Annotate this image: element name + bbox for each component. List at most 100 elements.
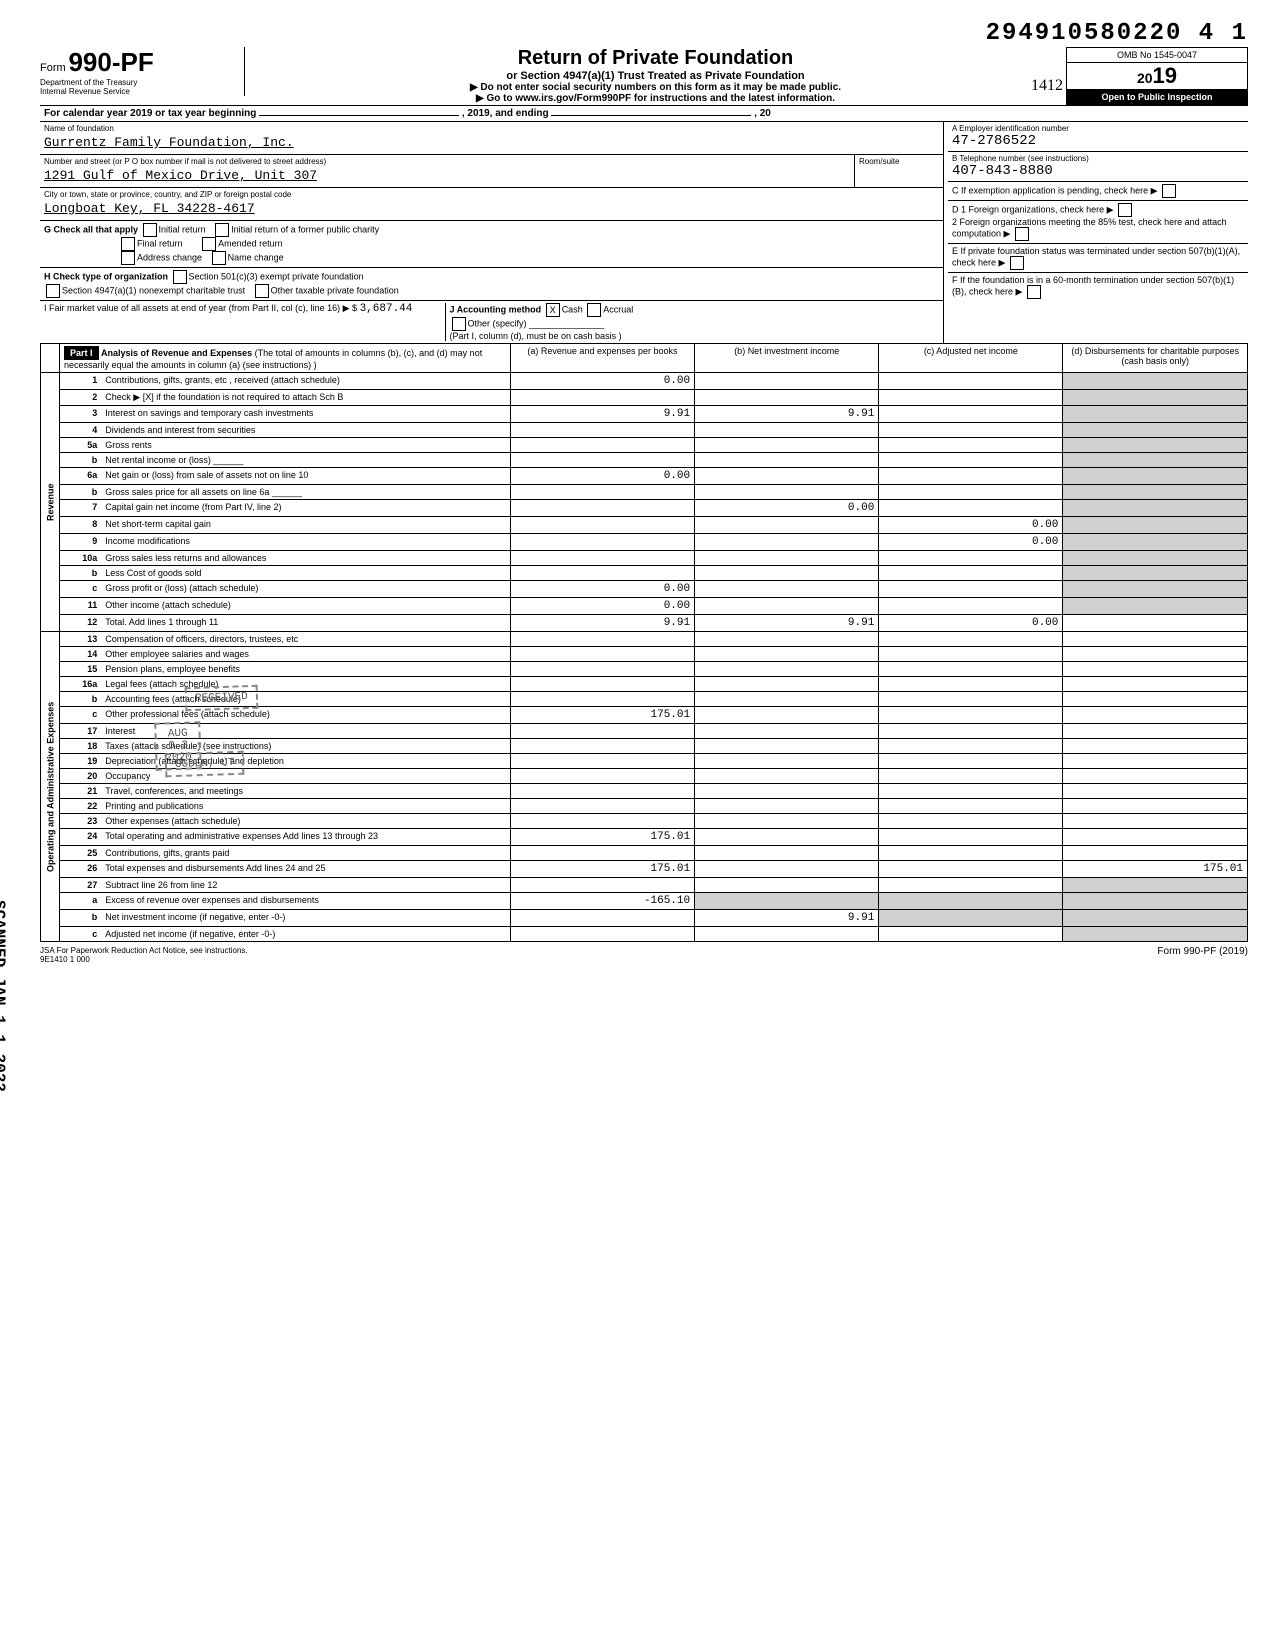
row-desc: Other expenses (attach schedule) (101, 814, 510, 829)
cell-c: 0.00 (1032, 519, 1058, 531)
row-num: 2 (60, 390, 102, 406)
row-num: b (60, 566, 102, 581)
row-desc: Subtract line 26 from line 12 (101, 878, 510, 893)
footer-form-ref: Form 990-PF (2019) (1157, 946, 1248, 964)
checkbox-amended[interactable] (202, 237, 216, 251)
section-c: C If exemption application is pending, c… (948, 181, 1248, 200)
row-num: 27 (60, 878, 102, 893)
row-num: a (60, 893, 102, 910)
checkbox-initial[interactable] (143, 223, 157, 237)
omb-number: OMB No 1545-0047 (1067, 48, 1247, 63)
section-h: H Check type of organization Section 501… (40, 267, 943, 300)
arrow-line-1: ▶ Do not enter social security numbers o… (245, 82, 1066, 93)
row-num: 14 (60, 647, 102, 662)
table-row: bNet investment income (if negative, ent… (41, 910, 1248, 927)
row-num: 16a (60, 677, 102, 692)
row-num: 24 (60, 829, 102, 846)
row-desc: Net gain or (loss) from sale of assets n… (101, 468, 510, 485)
name-label: Name of foundation (44, 124, 939, 133)
row-desc: Gross sales price for all assets on line… (101, 485, 510, 500)
row-desc: InterestAUG 0 3 2020 (101, 724, 510, 739)
row-num: 25 (60, 846, 102, 861)
city-label: City or town, state or province, country… (44, 190, 939, 199)
handwritten-note: 1412 (1031, 77, 1063, 95)
section-ij: I Fair market value of all assets at end… (40, 300, 943, 343)
table-row: 17InterestAUG 0 3 2020 (41, 724, 1248, 739)
row-desc: Contributions, gifts, grants paid (101, 846, 510, 861)
footer-paperwork: JSA For Paperwork Reduction Act Notice, … (40, 946, 248, 955)
table-row: 26Total expenses and disbursements Add l… (41, 861, 1248, 878)
arrow-line-2: ▶ Go to www.irs.gov/Form990PF for instru… (245, 93, 1066, 104)
row-num: b (60, 910, 102, 927)
table-row: cGross profit or (loss) (attach schedule… (41, 581, 1248, 598)
checkbox-accrual[interactable] (587, 303, 601, 317)
cell-a: 9.91 (664, 408, 690, 420)
checkbox-d1[interactable] (1118, 203, 1132, 217)
table-row: aExcess of revenue over expenses and dis… (41, 893, 1248, 910)
cell-c: 0.00 (1032, 536, 1058, 548)
row-num: 4 (60, 423, 102, 438)
table-row: 3Interest on savings and temporary cash … (41, 406, 1248, 423)
ein-value: 47-2786522 (952, 133, 1244, 149)
row-num: 11 (60, 598, 102, 615)
row-desc: Travel, conferences, and meetings (101, 784, 510, 799)
revenue-side-label: Revenue (41, 373, 60, 632)
table-row: 2Check ▶ [X] if the foundation is not re… (41, 390, 1248, 406)
checkbox-e[interactable] (1010, 256, 1024, 270)
cell-b: 0.00 (848, 502, 874, 514)
checkbox-d2[interactable] (1015, 227, 1029, 241)
checkbox-other-tax[interactable] (255, 284, 269, 298)
row-desc: Net rental income or (loss) ______ (101, 453, 510, 468)
form-label: Form (40, 62, 66, 74)
table-row: 21Travel, conferences, and meetings (41, 784, 1248, 799)
table-row: bAccounting fees (attach schedule)RECEIV… (41, 692, 1248, 707)
table-row: 8Net short-term capital gain0.00 (41, 517, 1248, 534)
col-b-header: (b) Net investment income (695, 344, 879, 373)
part1-title: Analysis of Revenue and Expenses (101, 348, 252, 358)
row-desc: Dividends and interest from securities (101, 423, 510, 438)
checkbox-name[interactable] (212, 251, 226, 265)
section-g: G Check all that apply Initial return In… (40, 220, 943, 267)
foundation-name: Gurrentz Family Foundation, Inc. (44, 133, 939, 152)
row-num: b (60, 485, 102, 500)
row-num: 19 (60, 754, 102, 769)
received-stamp: RECEIVED (185, 685, 259, 712)
checkbox-cash[interactable]: X (546, 303, 560, 317)
row-desc: Net investment income (if negative, ente… (101, 910, 510, 927)
row-desc: Printing and publications (101, 799, 510, 814)
city-state-zip: Longboat Key, FL 34228-4617 (44, 199, 939, 218)
row-desc: Total operating and administrative expen… (101, 829, 510, 846)
checkbox-initial-former[interactable] (215, 223, 229, 237)
cell-a: 9.91 (664, 617, 690, 629)
row-num: 18 (60, 739, 102, 754)
table-row: 15Pension plans, employee benefits (41, 662, 1248, 677)
table-row: 23Other expenses (attach schedule) (41, 814, 1248, 829)
checkbox-final[interactable] (121, 237, 135, 251)
table-row: 14Other employee salaries and wages (41, 647, 1248, 662)
row-desc: Capital gain net income (from Part IV, l… (101, 500, 510, 517)
cell-b: 9.91 (848, 408, 874, 420)
row-desc: Less Cost of goods sold (101, 566, 510, 581)
table-row: 7Capital gain net income (from Part IV, … (41, 500, 1248, 517)
checkbox-f[interactable] (1027, 285, 1041, 299)
checkbox-501c3[interactable] (173, 270, 187, 284)
row-desc: Net short-term capital gain (101, 517, 510, 534)
checkbox-other-method[interactable] (452, 317, 466, 331)
cell-a: -165.10 (644, 895, 690, 907)
checkbox-c[interactable] (1162, 184, 1176, 198)
dln-number: 294910580220 4 1 (40, 20, 1248, 47)
footer-code: 9E1410 1 000 (40, 955, 90, 964)
checkbox-4947[interactable] (46, 284, 60, 298)
cell-c: 0.00 (1032, 617, 1058, 629)
checkbox-address[interactable] (121, 251, 135, 265)
table-row: 6aNet gain or (loss) from sale of assets… (41, 468, 1248, 485)
location-stamp: OGDEN, UT (165, 751, 245, 778)
row-desc: Other income (attach schedule) (101, 598, 510, 615)
row-num: 21 (60, 784, 102, 799)
row-num: b (60, 453, 102, 468)
col-c-header: (c) Adjusted net income (879, 344, 1063, 373)
row-desc: Other professional fees (attach schedule… (101, 707, 510, 724)
scanned-stamp: SCANNED JAN 1 1 2022 (0, 900, 8, 1092)
dept-irs: Internal Revenue Service (40, 87, 240, 96)
row-desc: Gross profit or (loss) (attach schedule) (101, 581, 510, 598)
